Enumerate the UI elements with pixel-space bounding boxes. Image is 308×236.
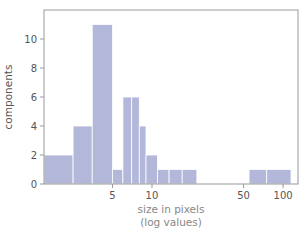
x-axis-label: size in pixels(log values)	[138, 203, 205, 228]
y-tick-label: 8	[31, 63, 37, 74]
bar	[146, 155, 157, 184]
bar	[139, 126, 146, 184]
y-tick	[40, 184, 44, 185]
x-tick-label: 100	[274, 190, 293, 201]
x-axis: 5 10 50 100	[109, 184, 292, 201]
bar	[267, 170, 291, 185]
x-tick	[243, 184, 244, 188]
bar	[132, 97, 140, 184]
y-tick	[40, 39, 44, 40]
x-tick	[283, 184, 284, 188]
x-tick-label: 5	[109, 190, 115, 201]
x-tick	[151, 184, 152, 188]
y-tick	[40, 126, 44, 127]
bar	[92, 25, 112, 185]
bar	[113, 170, 123, 185]
y-tick	[40, 68, 44, 69]
bar	[123, 97, 132, 184]
plot-frame	[44, 10, 298, 184]
bar	[249, 170, 267, 185]
y-tick-label: 10	[24, 34, 37, 45]
y-tick-label: 2	[31, 150, 37, 161]
x-tick-label: 10	[146, 190, 159, 201]
y-axis: 0 2 4 6 8 10	[24, 34, 44, 190]
bar	[44, 155, 73, 184]
bars	[44, 25, 291, 185]
y-tick-label: 6	[31, 92, 37, 103]
bar	[182, 170, 197, 185]
bar	[73, 126, 92, 184]
y-tick-label: 0	[31, 179, 37, 190]
bar	[157, 170, 169, 185]
y-tick	[40, 97, 44, 98]
y-tick-label: 4	[31, 121, 37, 132]
x-tick	[112, 184, 113, 188]
y-axis-label: components	[2, 65, 14, 130]
y-tick	[40, 155, 44, 156]
x-tick-label: 50	[237, 190, 250, 201]
bar	[169, 170, 182, 185]
chart: 5 10 50 100 0 2 4 6 8 10 size in pixels(log values…	[0, 0, 308, 236]
